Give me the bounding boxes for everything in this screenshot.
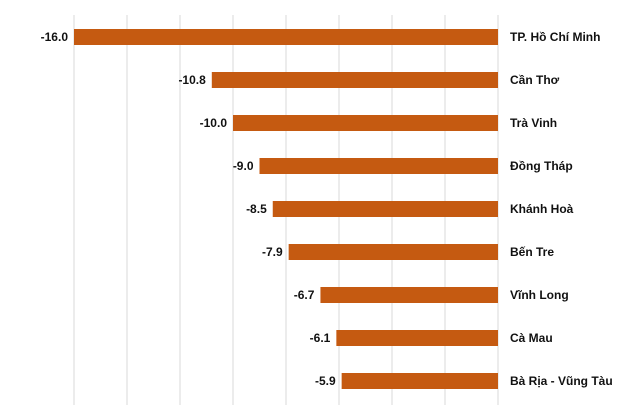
- bar-3: [259, 158, 498, 174]
- bar-0: [74, 29, 498, 45]
- bar-2: [233, 115, 498, 131]
- value-label-2: -10.0: [200, 116, 228, 130]
- value-label-0: -16.0: [41, 30, 69, 44]
- bar-8: [341, 373, 498, 389]
- bar-6: [320, 287, 498, 303]
- category-label-5: Bến Tre: [510, 245, 554, 259]
- category-label-6: Vĩnh Long: [510, 288, 569, 302]
- category-label-0: TP. Hồ Chí Minh: [510, 30, 600, 44]
- category-label-2: Trà Vinh: [510, 116, 557, 130]
- category-label-7: Cà Mau: [510, 331, 553, 345]
- value-label-6: -6.7: [294, 288, 315, 302]
- value-label-7: -6.1: [310, 331, 331, 345]
- value-label-4: -8.5: [246, 202, 267, 216]
- category-label-8: Bà Rịa - Vũng Tàu: [510, 374, 613, 388]
- value-label-5: -7.9: [262, 245, 283, 259]
- value-label-8: -5.9: [315, 374, 336, 388]
- category-label-3: Đồng Tháp: [510, 159, 573, 173]
- category-label-1: Cần Thơ: [510, 73, 560, 87]
- category-label-4: Khánh Hoà: [510, 202, 574, 216]
- bar-7: [336, 330, 498, 346]
- value-label-3: -9.0: [233, 159, 254, 173]
- bar-1: [211, 72, 499, 88]
- value-label-1: -10.8: [178, 73, 206, 87]
- bars: -16.0 TP. Hồ Chí Minh -10.8 Cần Thơ -10.0 Trà…: [41, 29, 613, 389]
- bar-5: [288, 244, 498, 260]
- bar-4: [272, 201, 498, 217]
